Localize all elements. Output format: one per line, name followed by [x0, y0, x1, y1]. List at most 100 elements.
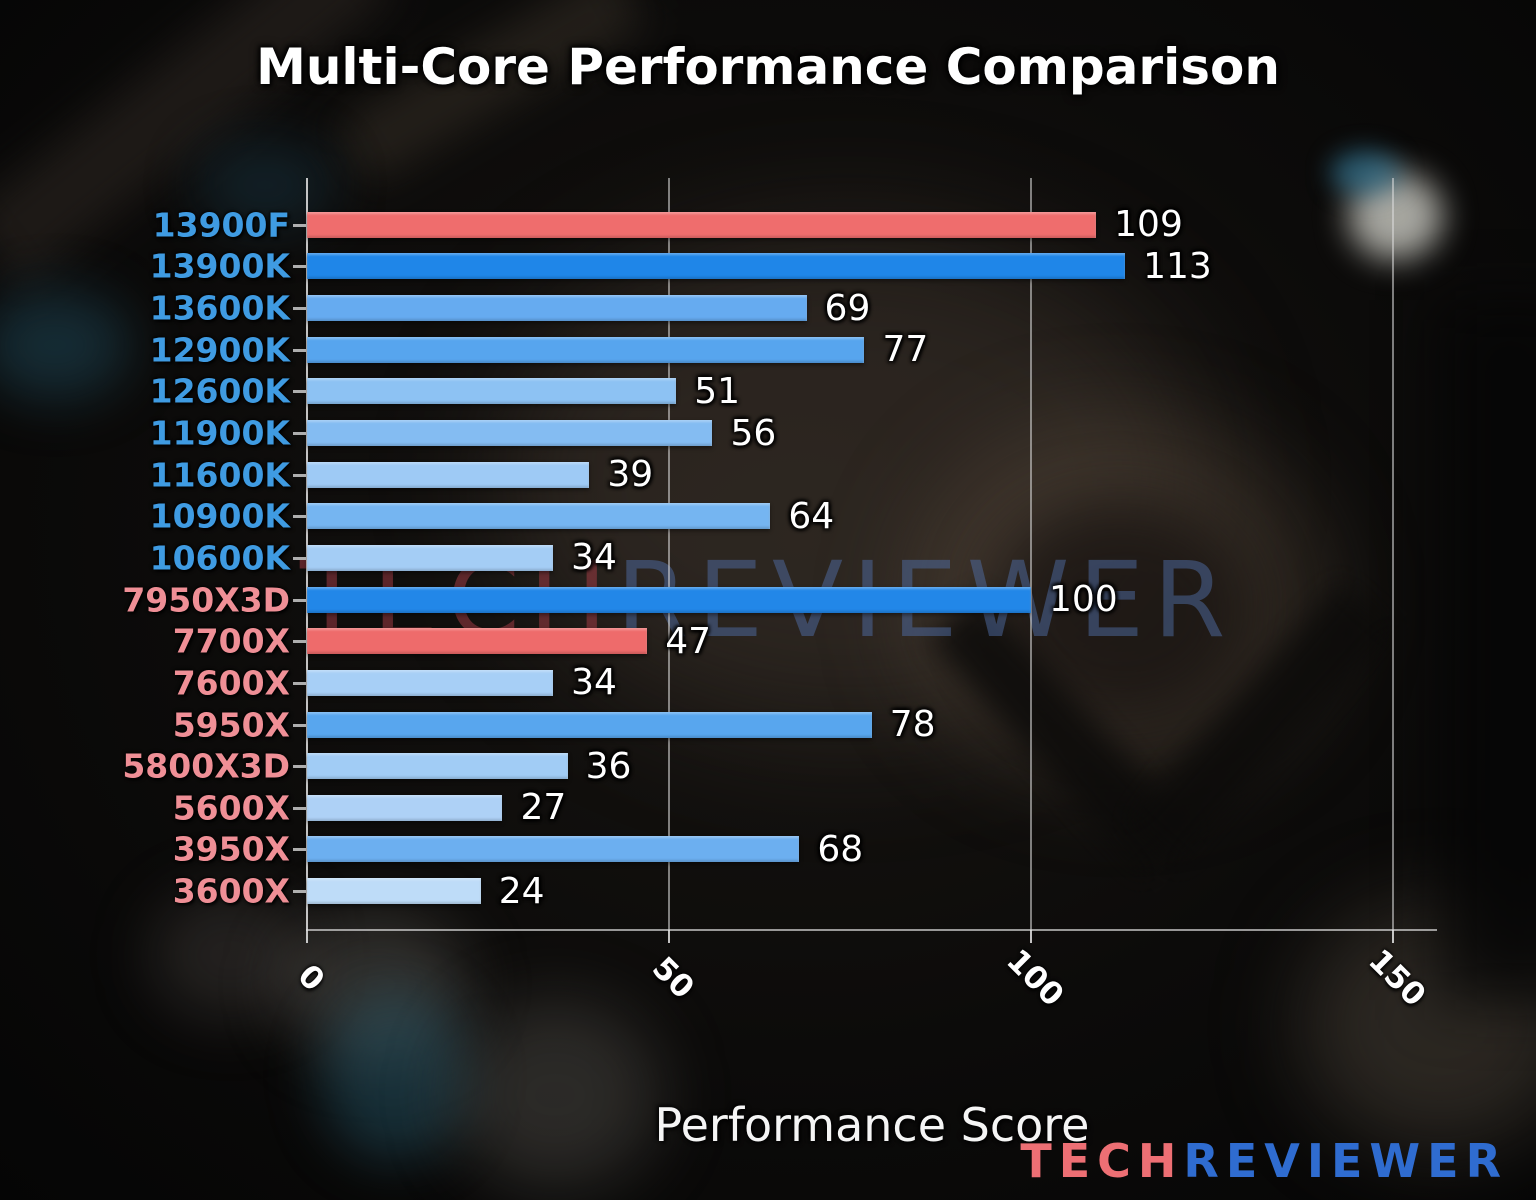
category-label: 7950X3D — [122, 580, 290, 620]
value-label: 39 — [607, 454, 654, 496]
value-label: 24 — [498, 870, 545, 912]
category-label: 11600K — [149, 455, 290, 495]
y-tick-mark — [293, 723, 306, 727]
value-label: 78 — [889, 704, 936, 745]
category-label: 12600K — [149, 371, 290, 411]
brand-logo-tech: TECH — [1020, 1134, 1184, 1188]
bar — [307, 253, 1126, 280]
y-tick-mark — [293, 390, 306, 394]
y-tick-mark — [293, 556, 306, 560]
value-label: 68 — [817, 828, 864, 870]
bg-blob — [450, 1000, 660, 1190]
chart-row: 13900F 109 — [153, 204, 1437, 246]
bar — [307, 586, 1031, 613]
bar — [307, 378, 677, 405]
value-label: 100 — [1049, 579, 1118, 621]
bar — [307, 211, 1097, 238]
bg-blob — [0, 290, 130, 400]
category-label: 11900K — [149, 413, 290, 453]
value-label: 56 — [730, 412, 777, 454]
category-label: 13900K — [149, 246, 290, 286]
bar — [307, 336, 865, 363]
chart-row: 12600K 51 — [150, 370, 1437, 413]
y-tick-mark — [293, 348, 306, 352]
y-tick-mark — [293, 806, 306, 810]
value-label: 77 — [882, 329, 929, 371]
chart-row: 7600X 34 — [173, 662, 1437, 704]
bar — [307, 628, 648, 655]
chart-row: 3950X 68 — [173, 828, 1437, 871]
bar — [307, 461, 590, 488]
chart-row: 13600K 69 — [150, 287, 1437, 329]
category-label: 10900K — [149, 496, 290, 536]
category-label: 3600X — [172, 871, 290, 911]
category-label: 5600X — [172, 788, 290, 828]
category-label: 10600K — [149, 538, 290, 578]
value-label: 34 — [571, 537, 617, 579]
bar — [307, 836, 800, 863]
y-tick-mark — [293, 681, 306, 685]
bar-rows: 13900F 109 13900K 113 13600K 69 12900K 7… — [122, 204, 1437, 912]
plot-area: 13900F 109 13900K 113 13600K 69 12900K 7… — [122, 178, 1437, 1014]
x-tick-mark-100 — [1030, 930, 1032, 943]
x-tick-mark-50 — [668, 930, 670, 943]
gridline-50 — [668, 178, 670, 930]
value-label: 51 — [694, 370, 741, 412]
value-label: 47 — [665, 620, 712, 662]
y-tick-mark — [293, 307, 306, 311]
bar — [307, 711, 872, 738]
bg-blob — [1330, 150, 1400, 195]
value-label: 34 — [571, 662, 617, 704]
chart-row: 5950X 78 — [173, 704, 1437, 746]
chart-title: Multi-Core Performance Comparison — [256, 38, 1280, 96]
value-label: 36 — [585, 745, 632, 787]
bar — [307, 503, 771, 530]
chart-row: 3600X 24 — [173, 870, 1437, 912]
chart-row: 13900K 113 — [150, 245, 1437, 288]
value-label: 109 — [1114, 204, 1183, 246]
x-axis-label: Performance Score — [654, 1098, 1090, 1152]
category-label: 12900K — [149, 330, 290, 370]
value-label: 27 — [520, 787, 567, 829]
chart-row: 11600K 39 — [150, 454, 1437, 496]
bar — [307, 753, 568, 780]
bar — [307, 420, 713, 447]
chart-row: 10900K 64 — [150, 495, 1437, 537]
bar — [307, 794, 503, 821]
chart-row: 12900K 77 — [150, 329, 1437, 371]
category-label: 7700X — [172, 621, 290, 661]
x-axis-line — [306, 929, 1437, 931]
y-tick-mark — [293, 265, 306, 269]
category-label: 13600K — [149, 288, 290, 328]
y-tick-mark — [293, 640, 306, 644]
y-tick-mark — [293, 848, 306, 852]
x-tick-mark-150 — [1392, 930, 1394, 943]
bar — [307, 295, 807, 322]
bg-shade — [1440, 300, 1536, 1000]
bar — [307, 669, 554, 696]
value-label: 69 — [824, 287, 871, 329]
x-tick-mark-0 — [306, 930, 308, 943]
y-tick-mark — [293, 223, 306, 227]
y-tick-mark — [293, 432, 306, 436]
category-label: 3950X — [172, 829, 290, 869]
y-tick-mark — [293, 765, 306, 769]
bg-blob — [280, 910, 470, 1060]
y-tick-mark — [293, 598, 306, 602]
chart-row: 5800X3D 36 — [122, 745, 1437, 787]
bg-blob — [320, 990, 470, 1160]
gridline-150 — [1392, 178, 1394, 930]
bar — [307, 544, 554, 571]
y-tick-mark — [293, 473, 306, 477]
value-label: 113 — [1143, 245, 1212, 287]
category-label: 13900F — [152, 205, 290, 245]
bar — [307, 878, 481, 905]
chart-row: 7950X3D 100 — [122, 579, 1437, 621]
gridline-100 — [1030, 178, 1032, 930]
value-label: 64 — [788, 495, 835, 537]
brand-logo-reviewer: REVIEWER — [1183, 1134, 1508, 1188]
chart-row: 5600X 27 — [173, 787, 1437, 829]
chart-row: 10600K 34 — [150, 537, 1437, 579]
y-tick-mark — [293, 890, 306, 894]
